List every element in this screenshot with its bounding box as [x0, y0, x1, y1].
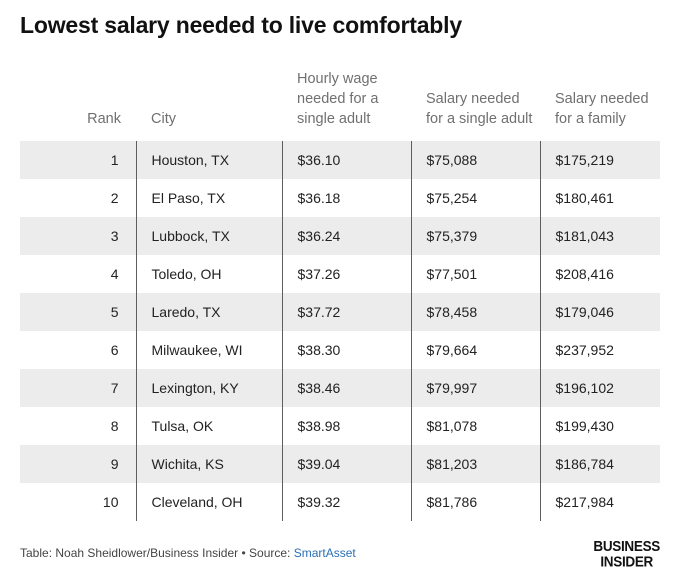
cell-hourly-wage: $37.26 — [281, 255, 411, 293]
column-header-salary-family: Salary needed for a family — [555, 91, 649, 127]
cell-salary-single: $81,203 — [410, 445, 540, 483]
cell-salary-family: $196,102 — [539, 369, 660, 407]
cell-rank: 5 — [20, 293, 136, 331]
table-row: 9 Wichita, KS $39.04 $81,203 $186,784 — [20, 445, 660, 483]
cell-city: El Paso, TX — [135, 179, 282, 217]
footer-table-credit: Noah Sheidlower/Business Insider — [55, 546, 239, 560]
table-row: 10 Cleveland, OH $39.32 $81,786 $217,984 — [20, 483, 660, 521]
table-row: 7 Lexington, KY $38.46 $79,997 $196,102 — [20, 369, 660, 407]
footer-source-label: Source: — [249, 546, 291, 560]
table-row: 8 Tulsa, OK $38.98 $81,078 $199,430 — [20, 407, 660, 445]
cell-hourly-wage: $38.98 — [281, 407, 411, 445]
column-header-salary-single: Salary needed for a single adult — [426, 91, 533, 127]
table-header-row: Rank City Hourly wage needed for a singl… — [20, 67, 660, 141]
cell-salary-single: $75,254 — [410, 179, 540, 217]
cell-hourly-wage: $36.10 — [281, 141, 411, 179]
cell-salary-family: $180,461 — [539, 179, 660, 217]
cell-hourly-wage: $36.24 — [281, 217, 411, 255]
cell-hourly-wage: $36.18 — [281, 179, 411, 217]
cell-salary-family: $179,046 — [539, 293, 660, 331]
cell-salary-single: $79,664 — [410, 331, 540, 369]
source-link[interactable]: SmartAsset — [293, 546, 356, 560]
cell-salary-single: $81,078 — [410, 407, 540, 445]
table-row: 3 Lubbock, TX $36.24 $75,379 $181,043 — [20, 217, 660, 255]
cell-hourly-wage: $38.46 — [281, 369, 411, 407]
cell-rank: 9 — [20, 445, 136, 483]
cell-rank: 4 — [110, 266, 119, 282]
table-row: 5 Laredo, TX $37.72 $78,458 $179,046 — [20, 293, 660, 331]
column-header-hourly-wage: Hourly wage needed for a single adult — [297, 71, 379, 127]
cell-salary-family: $175,219 — [539, 141, 660, 179]
cell-rank: 2 — [110, 190, 119, 206]
cell-salary-family: $217,984 — [539, 483, 660, 521]
cell-city: Wichita, KS — [135, 445, 282, 483]
logo-line-1: BUSINESS — [593, 537, 660, 555]
cell-city: Lexington, KY — [135, 369, 282, 407]
table-body: 1 Houston, TX $36.10 $75,088 $175,219 2 El Pas… — [20, 141, 660, 521]
cell-salary-single: $75,088 — [410, 141, 540, 179]
cell-salary-single: $81,786 — [410, 483, 540, 521]
column-header-city: City — [151, 111, 176, 127]
cell-salary-family: $237,952 — [539, 331, 660, 369]
cell-salary-single: $77,501 — [410, 255, 540, 293]
cell-salary-family: $208,416 — [539, 255, 660, 293]
footer-credits: Table: Noah Sheidlower/Business Insider … — [20, 546, 356, 560]
salary-table: Rank City Hourly wage needed for a singl… — [20, 67, 660, 521]
cell-city: Toledo, OH — [135, 255, 282, 293]
cell-hourly-wage: $37.72 — [281, 293, 411, 331]
footer-table-label: Table: — [20, 546, 53, 560]
business-insider-logo: BUSINESS INSIDER — [593, 537, 660, 570]
table-row: 1 Houston, TX $36.10 $75,088 $175,219 — [20, 141, 660, 179]
cell-city: Houston, TX — [135, 141, 282, 179]
table-row: 2 El Paso, TX $36.18 $75,254 $180,461 — [20, 179, 660, 217]
cell-hourly-wage: $38.30 — [281, 331, 411, 369]
cell-salary-family: $186,784 — [539, 445, 660, 483]
chart-title: Lowest salary needed to live comfortably — [20, 12, 462, 38]
cell-rank: 3 — [20, 217, 136, 255]
cell-salary-single: $79,997 — [410, 369, 540, 407]
cell-salary-family: $181,043 — [539, 217, 660, 255]
table-row: 4 Toledo, OH $37.26 $77,501 $208,416 — [20, 255, 660, 293]
cell-city: Tulsa, OK — [135, 407, 282, 445]
cell-rank: 7 — [20, 369, 136, 407]
cell-salary-single: $75,379 — [410, 217, 540, 255]
cell-rank: 10 — [102, 494, 119, 510]
cell-city: Lubbock, TX — [135, 217, 282, 255]
cell-city: Milwaukee, WI — [135, 331, 282, 369]
cell-salary-single: $78,458 — [410, 293, 540, 331]
cell-hourly-wage: $39.04 — [281, 445, 411, 483]
table-row: 6 Milwaukee, WI $38.30 $79,664 $237,952 — [20, 331, 660, 369]
cell-rank: 1 — [20, 141, 136, 179]
logo-line-2: INSIDER — [600, 553, 654, 570]
cell-rank: 6 — [110, 342, 119, 358]
cell-city: Cleveland, OH — [135, 483, 282, 521]
cell-hourly-wage: $39.32 — [281, 483, 411, 521]
cell-salary-family: $199,430 — [539, 407, 660, 445]
cell-rank: 8 — [110, 418, 119, 434]
cell-city: Laredo, TX — [135, 293, 282, 331]
footer-separator: • — [241, 546, 246, 560]
column-header-rank: Rank — [87, 111, 121, 127]
